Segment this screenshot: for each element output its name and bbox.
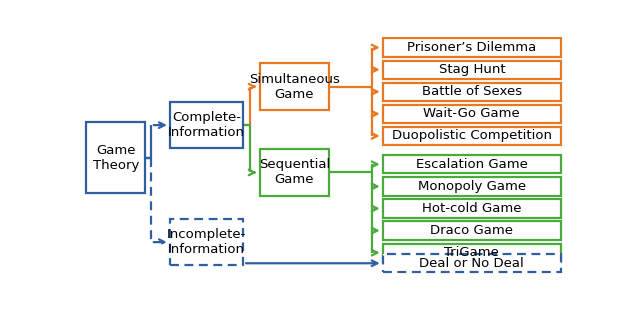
Text: Simultaneous
Game: Simultaneous Game (249, 73, 340, 101)
Text: Complete-
Information: Complete- Information (168, 111, 245, 139)
FancyBboxPatch shape (86, 122, 145, 193)
Text: Sequential
Game: Sequential Game (259, 158, 330, 187)
Text: Deal or No Deal: Deal or No Deal (419, 257, 524, 270)
FancyBboxPatch shape (170, 219, 243, 265)
FancyBboxPatch shape (260, 63, 329, 110)
Text: Duopolistic Competition: Duopolistic Competition (392, 129, 552, 143)
Text: Incomplete-
Information: Incomplete- Information (167, 228, 246, 256)
Text: Battle of Sexes: Battle of Sexes (422, 85, 522, 98)
FancyBboxPatch shape (383, 105, 561, 123)
Text: Prisoner’s Dilemma: Prisoner’s Dilemma (407, 41, 536, 54)
FancyBboxPatch shape (383, 222, 561, 240)
Text: Hot-cold Game: Hot-cold Game (422, 202, 522, 215)
Text: Draco Game: Draco Game (430, 224, 513, 237)
FancyBboxPatch shape (383, 254, 561, 272)
Text: Stag Hunt: Stag Hunt (438, 63, 505, 76)
FancyBboxPatch shape (383, 38, 561, 57)
Text: Escalation Game: Escalation Game (416, 158, 528, 171)
FancyBboxPatch shape (383, 199, 561, 218)
Text: Game
Theory: Game Theory (93, 144, 139, 172)
FancyBboxPatch shape (383, 61, 561, 79)
FancyBboxPatch shape (383, 127, 561, 145)
FancyBboxPatch shape (383, 177, 561, 196)
Text: Wait-Go Game: Wait-Go Game (424, 107, 520, 120)
Text: Monopoly Game: Monopoly Game (418, 180, 526, 193)
FancyBboxPatch shape (260, 149, 329, 196)
FancyBboxPatch shape (383, 155, 561, 173)
Text: TriGame: TriGame (444, 246, 499, 259)
FancyBboxPatch shape (170, 102, 243, 148)
FancyBboxPatch shape (383, 83, 561, 101)
FancyBboxPatch shape (383, 244, 561, 262)
